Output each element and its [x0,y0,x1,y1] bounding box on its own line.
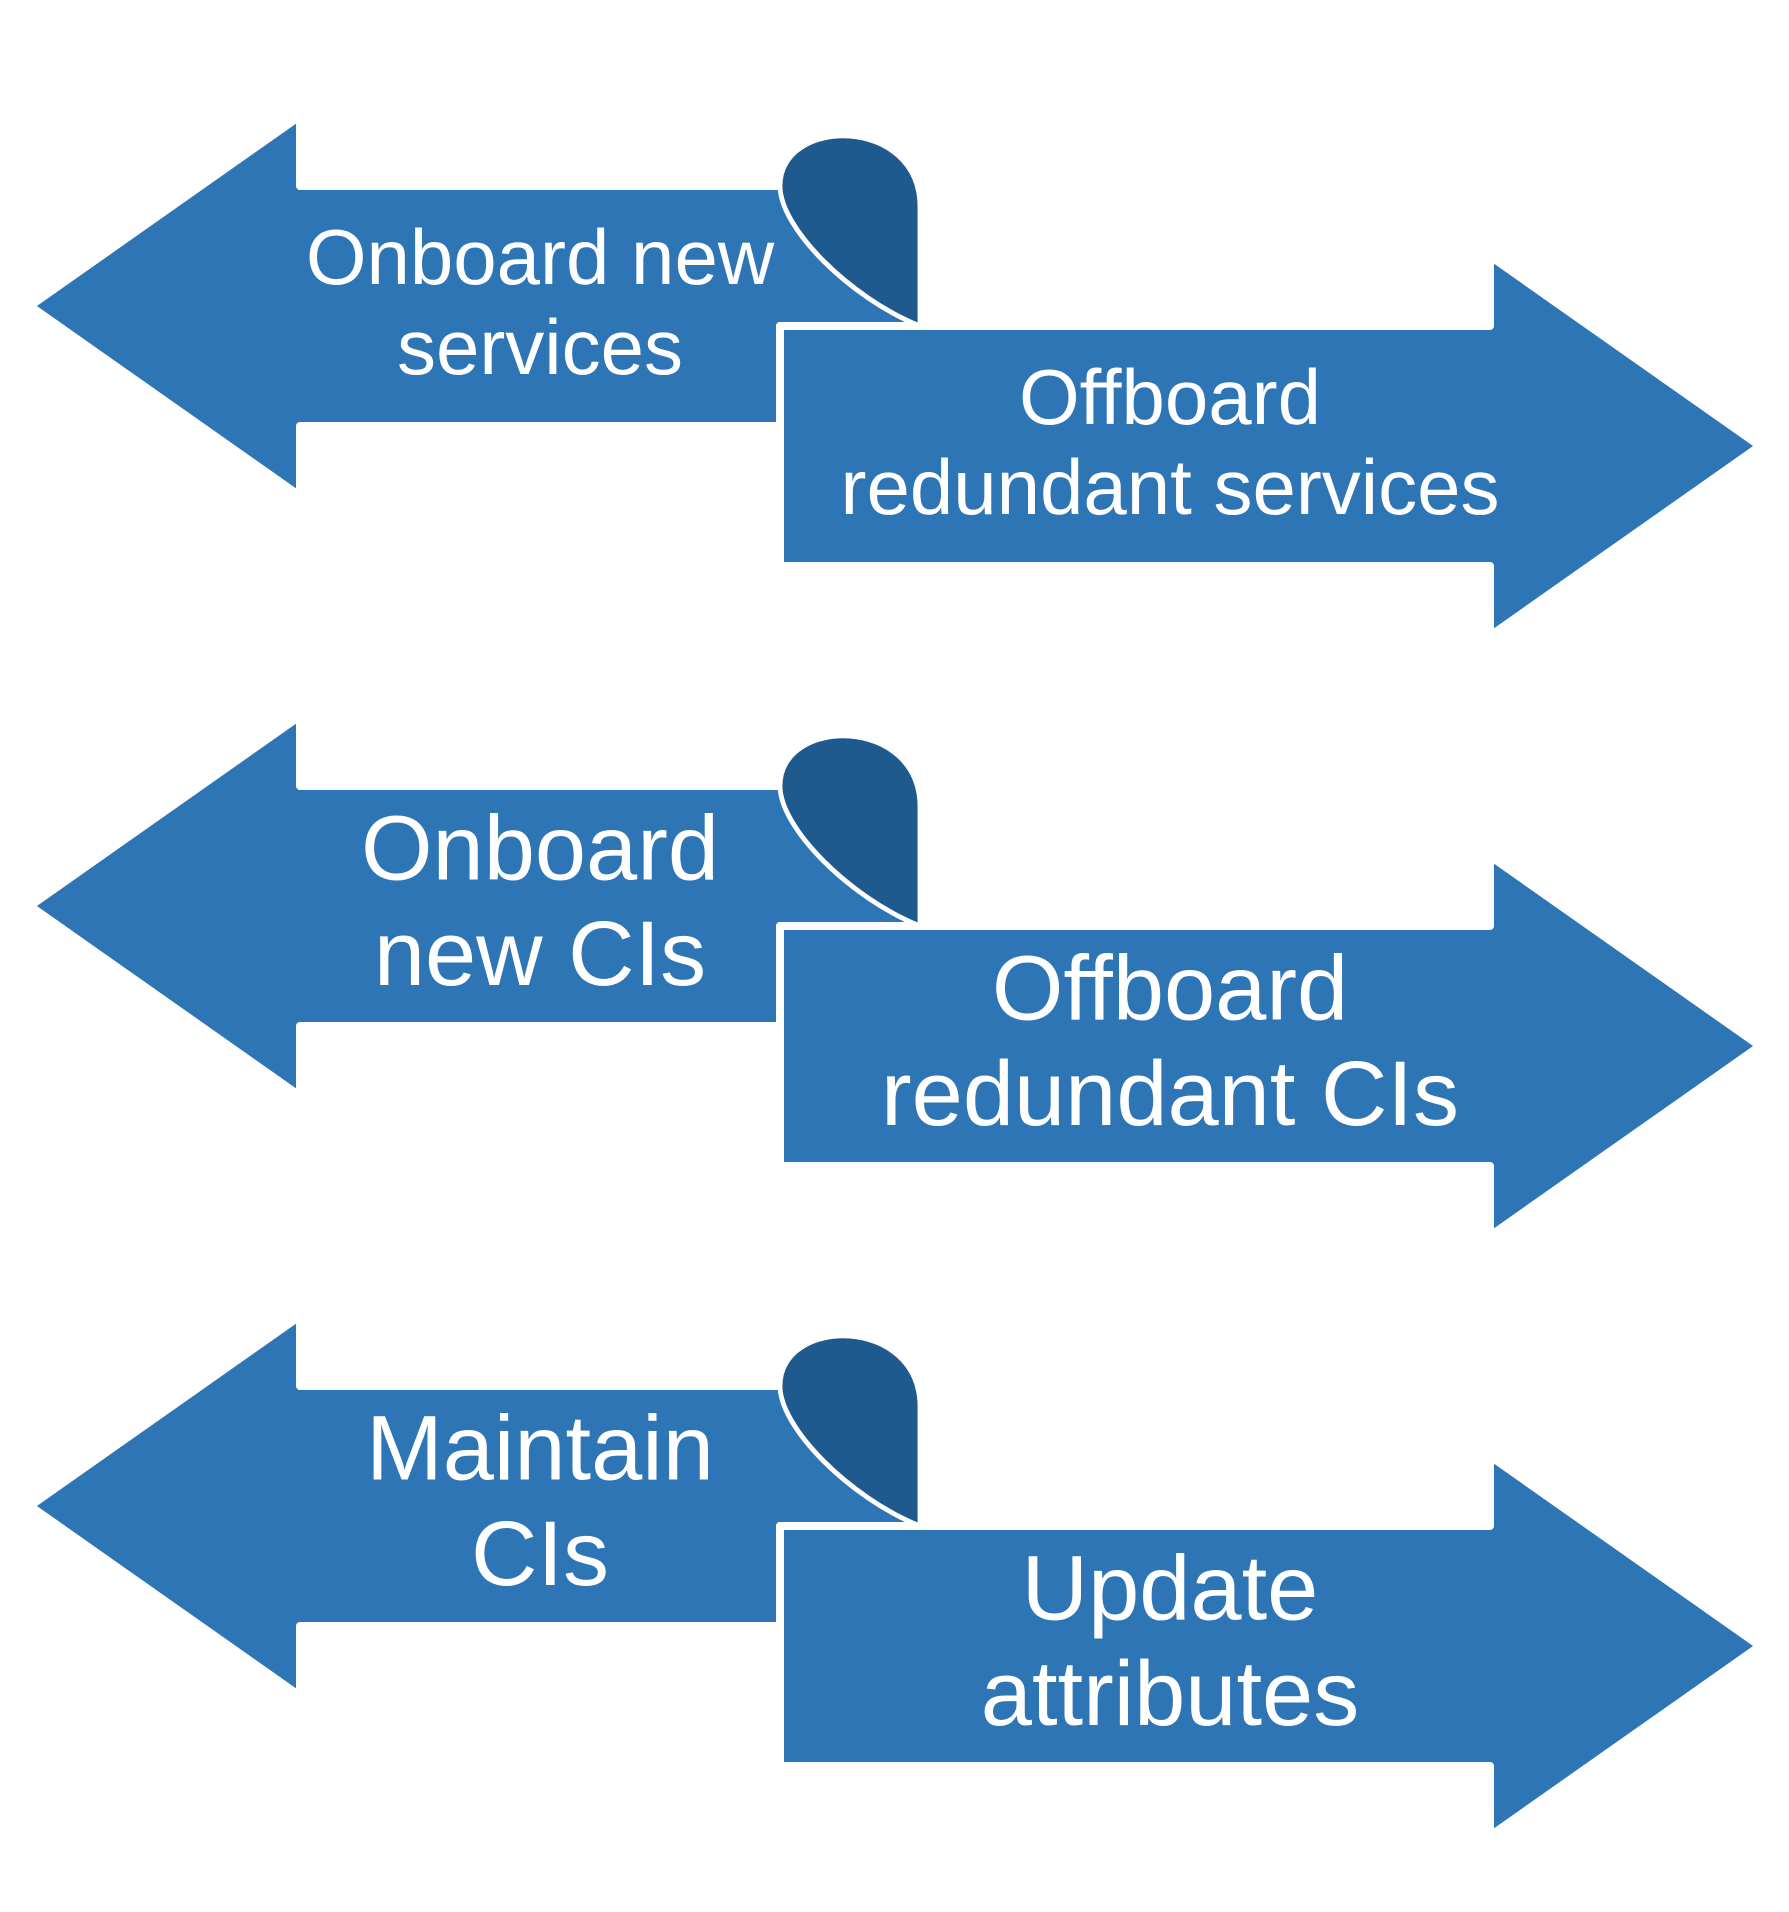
arrow-infographic: Onboard newservicesOffboardredundant ser… [0,0,1789,1912]
diagram-container: Onboard newservicesOffboardredundant ser… [0,0,1789,1912]
arrow-row-2 [30,1316,1760,1836]
row-gap-0 [320,426,740,786]
row-gap-1 [320,1026,740,1386]
